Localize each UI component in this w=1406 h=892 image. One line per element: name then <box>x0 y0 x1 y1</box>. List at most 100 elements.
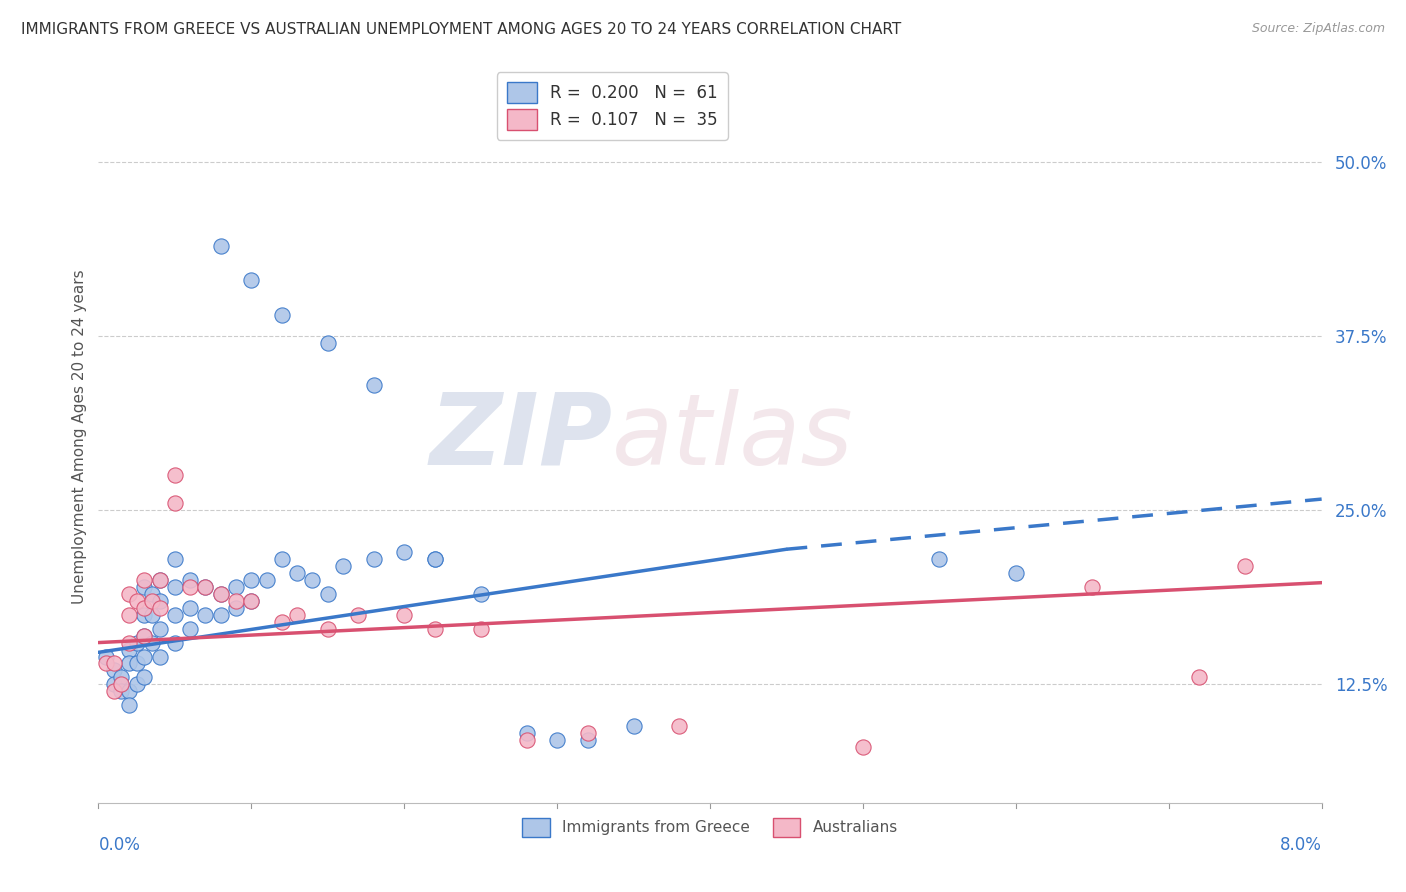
Point <box>270 615 294 629</box>
Point <box>134 670 156 684</box>
Point <box>149 573 172 587</box>
Point <box>163 607 186 622</box>
Point <box>110 684 132 698</box>
Point <box>110 677 132 691</box>
Point <box>316 622 339 636</box>
Point <box>125 594 148 608</box>
Point <box>576 726 599 740</box>
Point <box>301 573 323 587</box>
Point <box>118 657 141 671</box>
Point <box>316 587 339 601</box>
Point <box>576 733 599 747</box>
Point <box>240 273 263 287</box>
Text: IMMIGRANTS FROM GREECE VS AUSTRALIAN UNEMPLOYMENT AMONG AGES 20 TO 24 YEARS CORR: IMMIGRANTS FROM GREECE VS AUSTRALIAN UNE… <box>21 22 901 37</box>
Point <box>209 587 232 601</box>
Point <box>209 238 232 252</box>
Point <box>470 587 492 601</box>
Point <box>516 733 538 747</box>
Point <box>134 629 156 643</box>
Point <box>110 670 132 684</box>
Point <box>134 580 156 594</box>
Point <box>852 740 875 755</box>
Text: ZIP: ZIP <box>429 389 612 485</box>
Point <box>928 552 950 566</box>
Point <box>240 594 263 608</box>
Point <box>163 468 186 483</box>
Point <box>225 580 247 594</box>
Point <box>240 573 263 587</box>
Point <box>118 642 141 657</box>
Point <box>149 649 172 664</box>
Point <box>103 684 125 698</box>
Text: 0.0%: 0.0% <box>98 836 141 854</box>
Text: atlas: atlas <box>612 389 853 485</box>
Point <box>347 607 370 622</box>
Point <box>423 622 446 636</box>
Point <box>392 545 416 559</box>
Point <box>163 552 186 566</box>
Point <box>103 677 125 691</box>
Point <box>149 594 172 608</box>
Point <box>141 635 163 649</box>
Point <box>270 552 294 566</box>
Point <box>332 558 354 573</box>
Point <box>194 580 217 594</box>
Point <box>363 552 385 566</box>
Point <box>194 607 217 622</box>
Point <box>623 719 645 733</box>
Point <box>423 552 446 566</box>
Point <box>179 622 201 636</box>
Point <box>1081 580 1104 594</box>
Point <box>209 587 232 601</box>
Point <box>118 607 141 622</box>
Point <box>1004 566 1026 580</box>
Point <box>668 719 690 733</box>
Point <box>423 552 446 566</box>
Point <box>141 594 163 608</box>
Point <box>1234 558 1257 573</box>
Point <box>225 594 247 608</box>
Point <box>285 566 308 580</box>
Point <box>141 607 163 622</box>
Point <box>225 600 247 615</box>
Point <box>103 657 125 671</box>
Point <box>149 573 172 587</box>
Point <box>516 726 538 740</box>
Point <box>194 580 217 594</box>
Point <box>134 600 156 615</box>
Text: Source: ZipAtlas.com: Source: ZipAtlas.com <box>1251 22 1385 36</box>
Point <box>125 677 148 691</box>
Point <box>179 600 201 615</box>
Point <box>118 698 141 713</box>
Point <box>179 580 201 594</box>
Point <box>134 629 156 643</box>
Point <box>363 377 385 392</box>
Point <box>470 622 492 636</box>
Point <box>163 635 186 649</box>
Point <box>316 336 339 351</box>
Point <box>256 573 278 587</box>
Point <box>118 587 141 601</box>
Point <box>163 496 186 510</box>
Point <box>1188 670 1211 684</box>
Point <box>179 573 201 587</box>
Text: 8.0%: 8.0% <box>1279 836 1322 854</box>
Point <box>94 649 117 664</box>
Point <box>240 594 263 608</box>
Point <box>546 733 568 747</box>
Y-axis label: Unemployment Among Ages 20 to 24 years: Unemployment Among Ages 20 to 24 years <box>72 269 87 605</box>
Point <box>270 308 294 322</box>
Point <box>125 657 148 671</box>
Point <box>94 657 117 671</box>
Point <box>163 580 186 594</box>
Point <box>149 622 172 636</box>
Point <box>118 635 141 649</box>
Point <box>209 607 232 622</box>
Point <box>103 664 125 678</box>
Point <box>149 600 172 615</box>
Point <box>134 607 156 622</box>
Point <box>125 635 148 649</box>
Point <box>134 573 156 587</box>
Point <box>392 607 416 622</box>
Point <box>285 607 308 622</box>
